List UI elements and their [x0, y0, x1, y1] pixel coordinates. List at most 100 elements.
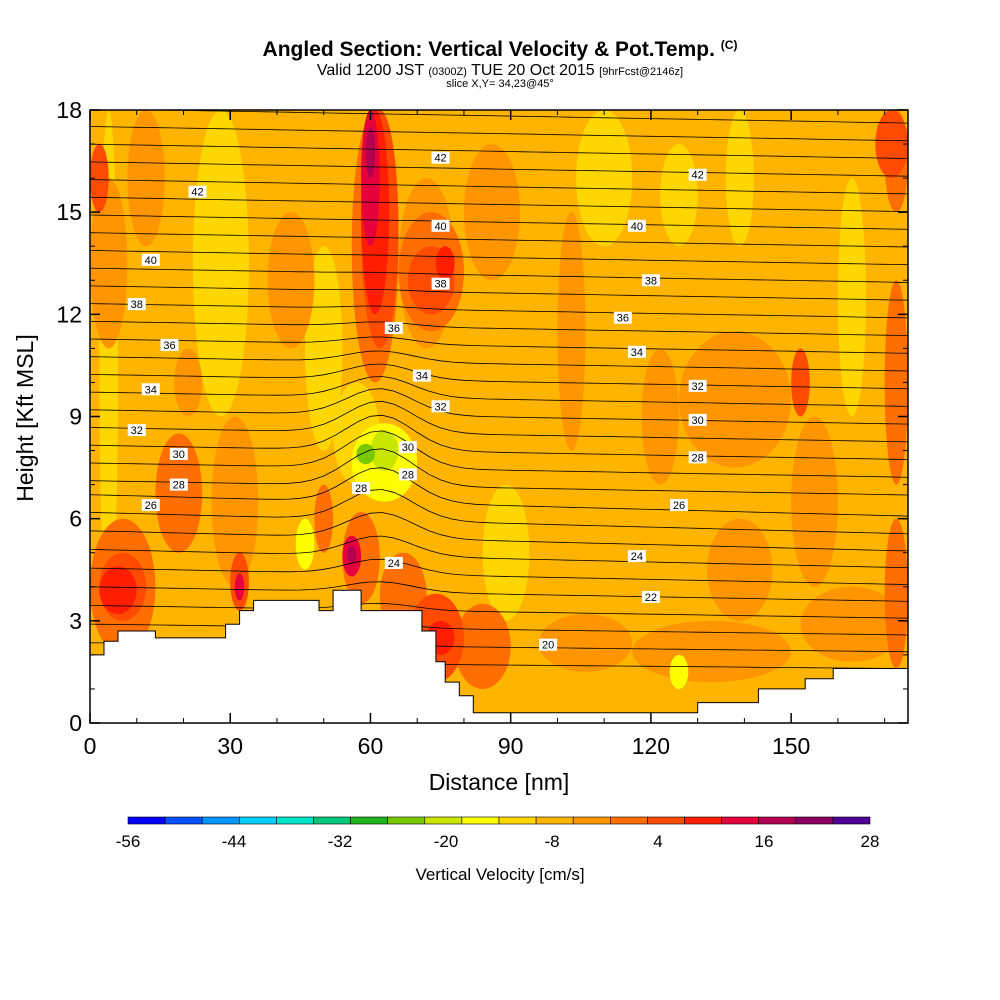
theta-label-bg: [141, 499, 160, 512]
colorbar-tick-label: -44: [222, 832, 247, 851]
theta-label-text: 42: [191, 187, 203, 199]
theta-contour-6: [90, 535, 908, 569]
theta-label-bg: [688, 413, 707, 426]
theta-label-27: 24: [384, 556, 403, 570]
y-axis-label: Height [Kft MSL]: [12, 334, 38, 501]
theta-label-text: 38: [645, 275, 657, 287]
theta-label-text: 32: [692, 381, 704, 393]
theta-label-bg: [627, 550, 646, 563]
field-region-13: [557, 212, 586, 451]
chart-title: Angled Section: Vertical Velocity & Pot.…: [0, 38, 1000, 62]
theta-label-bg: [384, 321, 403, 334]
theta-label-bg: [688, 379, 707, 392]
theta-label-19: 30: [398, 441, 417, 454]
theta-label-bg: [431, 400, 450, 413]
theta-contour-11: [90, 430, 908, 478]
terrain-mask: [89, 589, 909, 724]
theta-contour-14: [90, 388, 908, 425]
theta-label-bg: [398, 468, 417, 481]
theta-label-10: 36: [384, 321, 403, 335]
x-tick-label: 30: [217, 733, 243, 759]
field-region-29: [884, 518, 908, 669]
theta-label-bg: [412, 369, 431, 382]
colorbar-swatch-12: [572, 816, 611, 825]
y-tick-label: 15: [56, 199, 82, 225]
theta-label-bg: [688, 168, 707, 181]
field-region-1: [192, 110, 249, 417]
x-tick-label: 60: [358, 733, 384, 759]
theta-contour-12: [90, 414, 908, 460]
subtitle-utc: (0300Z): [428, 66, 467, 78]
colorbar: -56 -44 -32 -20 -8 4 16 28: [116, 816, 879, 851]
field-region-8: [127, 110, 165, 247]
theta-label-20: 30: [688, 413, 707, 427]
colorbar-swatch-9: [461, 816, 500, 825]
field-region-6: [837, 178, 866, 417]
theta-label-text: 28: [692, 452, 704, 464]
theta-label-bg: [384, 556, 403, 569]
colorbar-tick-label: -8: [544, 832, 559, 851]
y-tick-label: 12: [56, 301, 82, 327]
theta-label-text: 36: [617, 313, 629, 325]
theta-label-text: 34: [416, 371, 428, 383]
theta-label-8: 38: [641, 274, 660, 287]
theta-label-bg: [169, 478, 188, 491]
field-region-9: [90, 178, 128, 349]
theta-label-21: 28: [169, 478, 188, 492]
theta-contour-19: [90, 320, 908, 336]
theta-label-14: 34: [627, 345, 646, 359]
theta-label-bg: [613, 311, 632, 324]
theta-contours: [90, 110, 908, 669]
field-region-19: [632, 620, 792, 683]
theta-label-5: 40: [627, 219, 646, 233]
colorbar-swatch-10: [498, 816, 537, 825]
theta-contour-21: [90, 285, 908, 301]
theta-label-16: 32: [431, 400, 450, 413]
theta-contour-31: [136, 110, 908, 124]
theta-label-0: 42: [188, 185, 207, 199]
theta-label-text: 40: [434, 221, 446, 233]
colorbar-swatch-13: [609, 816, 648, 825]
theta-label-bg: [398, 441, 417, 454]
x-tick-label: 150: [772, 733, 810, 759]
field-region-42: [99, 566, 137, 615]
colorbar-swatch-8: [424, 816, 463, 825]
theta-contour-labels: 42 42 42 40 40 40 38 38 38 36 36 36 34 34 34 32 32 32 30 30…: [127, 151, 707, 652]
field-region-46: [361, 110, 380, 247]
theta-label-text: 26: [145, 500, 157, 512]
theta-label-29: 22: [641, 590, 660, 604]
field-region-2: [305, 246, 343, 451]
theta-label-text: 22: [645, 592, 657, 604]
field-region-5: [725, 110, 754, 247]
theta-label-text: 32: [131, 425, 143, 437]
field-region-17: [791, 416, 838, 587]
field-region-56: [669, 654, 689, 689]
y-tick-label: 6: [69, 506, 82, 532]
field-region-16: [707, 518, 773, 621]
theta-contour-29: [90, 143, 908, 159]
theta-label-text: 20: [542, 640, 554, 652]
theta-label-text: 28: [402, 469, 414, 481]
field-region-55: [295, 518, 315, 570]
y-tick-label: 0: [69, 710, 82, 736]
theta-label-text: 42: [692, 170, 704, 182]
theta-label-bg: [127, 424, 146, 437]
theta-label-bg: [169, 447, 188, 460]
theta-contour-4: [90, 581, 908, 602]
chart-title-text: Angled Section: Vertical Velocity & Pot.…: [262, 38, 715, 61]
field-region-41: [791, 348, 810, 417]
field-region-50: [347, 545, 357, 563]
colorbar-swatch-4: [276, 816, 314, 825]
y-tick-label: 18: [56, 97, 82, 123]
theta-label-text: 40: [145, 255, 157, 267]
field-region-14: [641, 348, 679, 485]
slice-label: slice X,Y= 34,23@45°: [446, 78, 554, 90]
theta-label-24: 28: [688, 451, 707, 464]
colorbar-tick-label: -56: [116, 832, 141, 851]
theta-label-text: 24: [631, 551, 643, 563]
theta-label-3: 40: [141, 253, 160, 267]
subtitle-date: TUE 20 Oct 2015: [471, 62, 595, 79]
colorbar-swatch-5: [313, 816, 351, 825]
